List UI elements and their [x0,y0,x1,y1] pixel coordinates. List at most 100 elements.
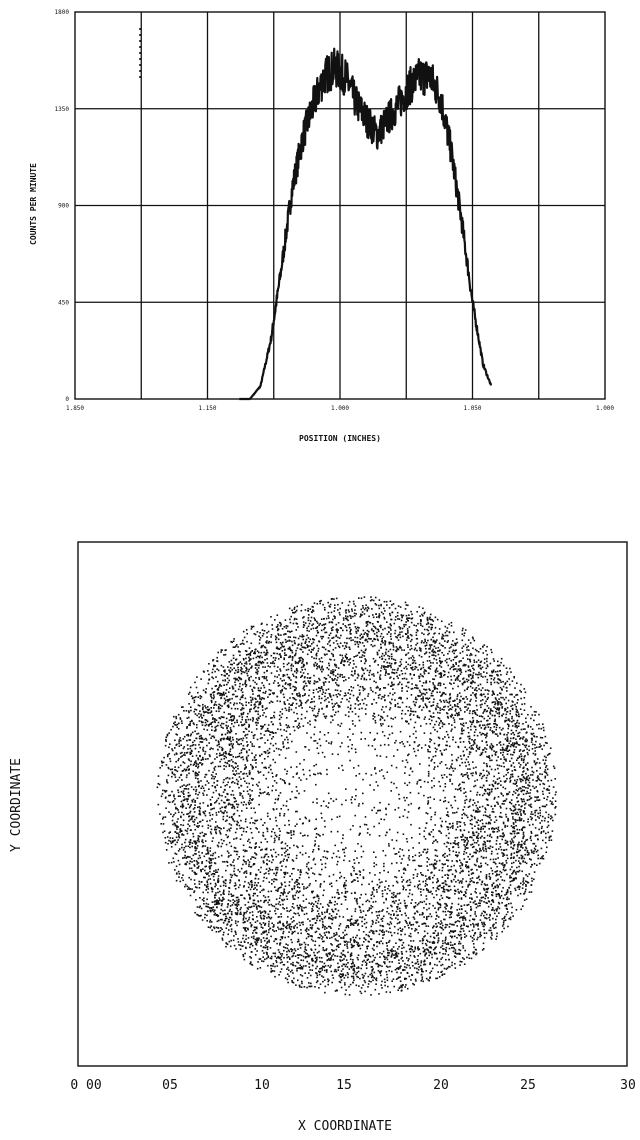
scatter-point [385,897,387,900]
scatter-point [329,926,331,928]
scatter-point [318,687,320,689]
scatter-point [307,637,310,639]
scatter-point [213,696,215,698]
scatter-point [375,781,378,783]
scatter-point [394,950,396,952]
scatter-point [414,978,417,981]
scatter-point [249,872,252,874]
scatter-point [450,774,453,776]
scatter-point [351,670,353,673]
scatter-point [279,921,281,924]
scatter-point [165,790,168,792]
scatter-point [429,680,431,683]
scatter-point [165,740,167,742]
scatter-point [199,762,201,764]
scatter-point [241,707,244,709]
scatter-point [390,624,392,627]
scatter-point [367,637,370,640]
scatter-point [249,708,251,711]
scatter-point [389,600,392,602]
scatter-point [381,980,383,983]
scatter-point [327,980,329,983]
scatter-point [419,763,421,765]
scatter-point [427,629,430,632]
scatter-point [451,650,454,653]
scatter-point [523,882,525,884]
scatter-point [183,856,186,859]
scatter-point [280,847,283,850]
scatter-point [472,901,475,904]
scatter-point [432,682,434,684]
scatter-point [192,741,194,744]
scatter-point [388,845,390,847]
scatter-point [502,794,504,797]
scatter-point [515,729,518,732]
scatter-point [248,660,250,662]
scatter-point [475,888,477,890]
scatter-point [299,635,301,638]
scatter-point [297,869,299,871]
scatter-point [480,883,483,886]
scatter-point [499,744,502,746]
scatter-point [448,745,451,748]
scatter-point [244,880,246,883]
scatter-point [352,962,354,964]
scatter-point [258,635,260,637]
scatter-point [332,719,334,721]
scatter-point [529,789,532,791]
scatter-point [434,963,436,966]
scatter-point [422,939,425,942]
scatter-point [445,950,447,953]
scatter-point [313,657,315,660]
scatter-point [264,958,266,961]
scatter-point [354,908,357,910]
scatter-point [321,961,323,963]
scatter-point [431,758,433,761]
scatter-point [283,780,286,782]
scatter-point [454,837,457,839]
scatter-point [307,935,310,938]
scatter-point [300,966,303,968]
scatter-point [313,682,315,685]
scatter-point [322,833,324,836]
scatter-point [438,903,440,905]
scatter-point [454,644,457,646]
scatter-point [527,774,530,777]
scatter-point [302,659,304,661]
scatter-point [447,943,449,945]
scatter-point [346,618,348,621]
scatter-point [440,920,442,922]
scatter-point [415,962,417,965]
scatter-point [211,901,214,903]
scatter-point [365,962,368,965]
scatter-point [201,839,204,841]
scatter-point [324,969,326,972]
scatter-point [401,709,404,712]
scatter-point [456,655,458,658]
scatter-point [303,686,305,689]
scatter-point [231,723,233,725]
scatter-point [516,870,518,873]
scatter-point [398,697,400,699]
scatter-point [356,901,358,903]
scatter-point [440,886,443,889]
scatter-point [484,884,487,886]
scatter-point [422,666,425,669]
scatter-point [456,937,458,939]
scatter-point [417,622,419,625]
scatter-point [184,883,187,886]
scatter-point [481,896,483,899]
scatter-point [305,898,308,900]
scatter-point [506,889,509,891]
scatter-point [294,913,297,915]
scatter-point [317,913,320,915]
scatter-point [498,902,501,905]
scatter-point [197,867,200,869]
scatter-point [400,862,402,864]
scatter-point [486,698,489,700]
scatter-point [233,885,236,887]
scatter-point [311,960,314,962]
scatter-point [198,906,201,909]
scatter-point [526,850,529,852]
scatter-point [464,824,466,826]
